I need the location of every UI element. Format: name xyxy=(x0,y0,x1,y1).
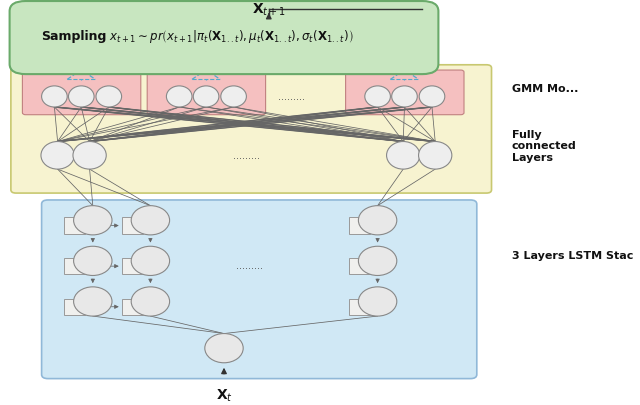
Text: .........: ......... xyxy=(233,151,260,161)
Text: Fully
connected
Layers: Fully connected Layers xyxy=(512,129,577,162)
Bar xyxy=(349,299,370,315)
Text: GMM Mo...: GMM Mo... xyxy=(512,84,579,94)
Ellipse shape xyxy=(74,206,112,235)
Ellipse shape xyxy=(358,247,397,276)
Ellipse shape xyxy=(41,142,74,170)
Ellipse shape xyxy=(131,206,170,235)
Text: 3 Layers LSTM Stac: 3 Layers LSTM Stac xyxy=(512,250,634,260)
Ellipse shape xyxy=(221,87,246,108)
Ellipse shape xyxy=(68,87,94,108)
Ellipse shape xyxy=(387,142,420,170)
Bar xyxy=(349,218,370,234)
Bar xyxy=(122,299,143,315)
Text: $\mathbf{X}_{t}$: $\mathbf{X}_{t}$ xyxy=(216,387,232,403)
Bar xyxy=(349,258,370,275)
Ellipse shape xyxy=(419,142,452,170)
Text: .........: ......... xyxy=(236,260,263,270)
FancyBboxPatch shape xyxy=(10,2,438,75)
Ellipse shape xyxy=(358,287,397,316)
Ellipse shape xyxy=(73,142,106,170)
Ellipse shape xyxy=(96,87,122,108)
Bar xyxy=(64,299,85,315)
Ellipse shape xyxy=(74,287,112,316)
FancyBboxPatch shape xyxy=(11,66,492,194)
Bar xyxy=(122,218,143,234)
Text: Sampling: Sampling xyxy=(42,30,107,43)
Ellipse shape xyxy=(131,247,170,276)
FancyBboxPatch shape xyxy=(346,71,464,115)
Text: .........: ......... xyxy=(278,92,305,102)
Ellipse shape xyxy=(419,87,445,108)
Bar xyxy=(64,218,85,234)
Text: $x_{t+1} \sim pr\left(x_{t+1}|\pi_t(\mathbf{X}_{1..t}), \mu_t(\mathbf{X}_{1..t}): $x_{t+1} \sim pr\left(x_{t+1}|\pi_t(\mat… xyxy=(109,28,353,45)
Ellipse shape xyxy=(74,247,112,276)
Ellipse shape xyxy=(42,87,67,108)
Bar xyxy=(122,258,143,275)
Bar xyxy=(64,258,85,275)
FancyBboxPatch shape xyxy=(22,71,141,115)
FancyBboxPatch shape xyxy=(42,200,477,379)
Ellipse shape xyxy=(166,87,192,108)
Ellipse shape xyxy=(358,206,397,235)
Ellipse shape xyxy=(365,87,390,108)
Ellipse shape xyxy=(193,87,219,108)
Text: $\mathbf{X}_{t+1}$: $\mathbf{X}_{t+1}$ xyxy=(252,2,285,18)
FancyBboxPatch shape xyxy=(147,71,266,115)
Ellipse shape xyxy=(131,287,170,316)
Ellipse shape xyxy=(392,87,417,108)
Ellipse shape xyxy=(205,334,243,363)
